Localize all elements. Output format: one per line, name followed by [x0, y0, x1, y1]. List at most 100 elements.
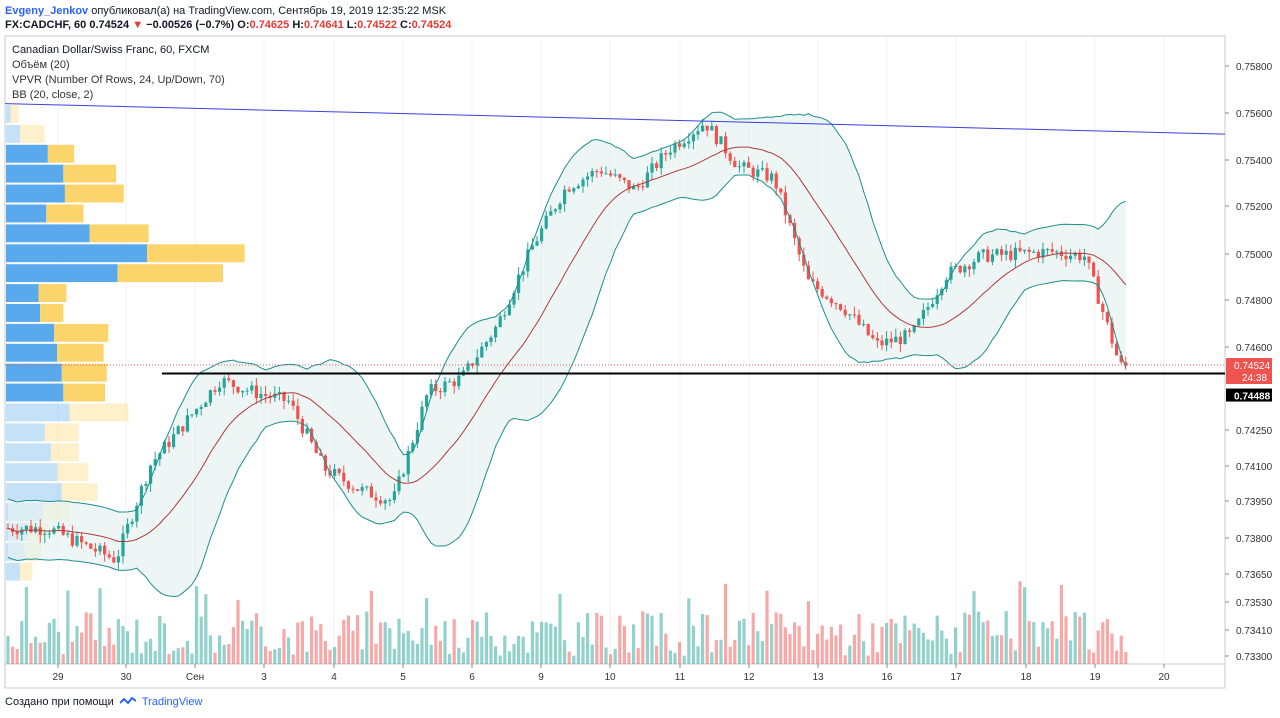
candle-body: [1018, 247, 1022, 252]
x-tick-label: 18: [1020, 672, 1032, 683]
volume-bar: [820, 625, 824, 664]
volume-bar: [57, 631, 61, 664]
vpvr-down-row: [147, 244, 245, 263]
candle-body: [149, 465, 153, 484]
candle-body: [333, 468, 337, 476]
last-value: 0.74524: [89, 19, 130, 31]
candle-body: [300, 419, 304, 434]
tradingview-brand[interactable]: TradingView: [141, 696, 203, 708]
volume-bar: [11, 646, 15, 664]
volume-bar: [866, 655, 870, 664]
volume-bar: [553, 626, 557, 664]
candle-body: [742, 162, 746, 167]
candle-body: [438, 391, 442, 393]
volume-histogram: [6, 581, 1128, 664]
vpvr-down-row: [69, 403, 129, 422]
y-tick-label: 0.74600: [1236, 343, 1273, 354]
candle-body: [489, 337, 493, 343]
volume-bar: [66, 590, 70, 664]
candle-body: [383, 500, 387, 504]
candle-body: [645, 172, 649, 188]
legend-title[interactable]: Canadian Dollar/Swiss Franc, 60, FXCM: [12, 44, 210, 56]
legend-volume[interactable]: Объём (20): [12, 59, 70, 71]
volume-bar: [181, 647, 185, 664]
volume-bar: [843, 655, 847, 664]
level-label-bg: [1226, 388, 1272, 402]
candle-body: [241, 390, 245, 393]
candle-body: [89, 543, 93, 549]
volume-bar: [15, 649, 19, 664]
author-link[interactable]: Evgeny_Jenkov: [5, 5, 89, 17]
candle-body: [1110, 322, 1114, 344]
volume-bar: [411, 640, 415, 664]
vpvr-down-row: [89, 224, 149, 243]
volume-bar: [369, 590, 373, 664]
volume-bar: [590, 644, 594, 664]
volume-bar: [1092, 652, 1096, 664]
last-price-label: 0.74524: [1234, 361, 1271, 372]
candle-body: [103, 545, 107, 555]
volume-bar: [112, 644, 116, 664]
candle-body: [530, 245, 534, 250]
vpvr-up-row: [6, 562, 20, 581]
candle-body: [986, 249, 990, 262]
vpvr-down-row: [19, 124, 45, 143]
bollinger-band-fill: [8, 112, 1126, 597]
legend-vpvr[interactable]: VPVR (Number Of Rows, 24, Up/Down, 70): [12, 74, 225, 86]
candle-body: [921, 309, 925, 319]
y-tick-label: 0.73300: [1236, 652, 1273, 663]
vpvr-up-row: [6, 463, 58, 482]
volume-bar: [641, 611, 645, 664]
volume-bar: [461, 652, 465, 664]
candle-body: [507, 304, 511, 316]
volume-bar: [176, 648, 180, 664]
candle-body: [130, 521, 134, 524]
volume-bar: [811, 650, 815, 664]
vpvr-down-row: [63, 383, 106, 402]
candle-body: [1004, 250, 1008, 255]
y-tick-label: 0.75000: [1236, 250, 1273, 261]
volume-bar: [287, 637, 291, 664]
last-price-label-bg: [1226, 358, 1272, 372]
candle-body: [710, 126, 714, 131]
candle-body: [875, 338, 879, 341]
volume-bar: [949, 653, 953, 664]
candle-body: [1046, 249, 1050, 251]
volume-bar: [963, 612, 967, 664]
symbol: FX:CADCHF, 60: [5, 19, 87, 31]
volume-bar: [535, 632, 539, 664]
volume-bar: [245, 629, 249, 664]
y-tick-label: 0.73410: [1236, 626, 1273, 637]
candle-body: [664, 153, 668, 155]
candle-body: [908, 330, 912, 332]
candle-body: [917, 318, 921, 326]
volume-bar: [199, 616, 203, 664]
volume-bar: [126, 631, 130, 664]
candle-body: [471, 363, 475, 366]
candle-body: [452, 381, 456, 387]
legend-bb[interactable]: BB (20, close, 2): [12, 89, 94, 101]
candle-body: [705, 125, 709, 131]
published-text: опубликовал(а) на TradingView.com, Сентя…: [91, 5, 447, 17]
candle-body: [995, 249, 999, 255]
volume-bar: [1009, 638, 1013, 664]
vpvr-up-row: [6, 105, 11, 123]
candle-body: [852, 314, 856, 316]
candle-body: [857, 314, 861, 325]
volume-bar: [457, 647, 461, 664]
volume-bar: [627, 652, 631, 664]
candle-body: [880, 340, 884, 346]
candle-body: [227, 378, 231, 381]
time-axis: 29 30 Сен 3 4 5 6 9 10 11 12 13 16 17 18 19 20: [52, 664, 1170, 683]
volume-bar: [402, 633, 406, 664]
candle-body: [650, 163, 654, 173]
vpvr-down-row: [40, 304, 64, 322]
volume-bar: [93, 639, 97, 664]
open-label: O:: [237, 19, 250, 31]
volume-bar: [153, 650, 157, 664]
volume-bar: [760, 641, 764, 664]
high-label: H:: [292, 19, 304, 31]
volume-bar: [852, 634, 856, 664]
volume-bar: [392, 648, 396, 664]
